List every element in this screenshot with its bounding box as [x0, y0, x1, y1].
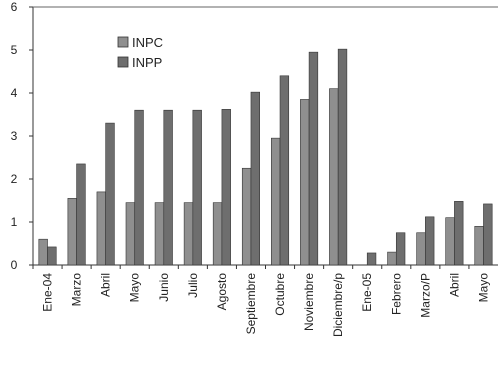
y-tick-label: 3 — [11, 129, 18, 143]
bar-inpp-4 — [163, 109, 173, 266]
bar-inpp-12 — [395, 232, 406, 266]
bar-inpc-6 — [212, 202, 223, 266]
y-tick-label: 6 — [11, 0, 18, 14]
bar-inpc-15 — [474, 226, 484, 266]
x-tick-label: Febrero — [389, 273, 403, 315]
bar-inpc-9 — [300, 99, 310, 266]
bar-inpc-12 — [387, 251, 397, 266]
bar-inpc-7 — [241, 167, 252, 266]
x-tick-label: Diciembre/p — [331, 273, 345, 337]
bar-inpp-13 — [425, 216, 435, 266]
bar-inpp-5 — [192, 109, 202, 266]
x-tick-label: Ene-04 — [41, 273, 55, 312]
x-tick-label: Abril — [99, 273, 113, 297]
bar-inpc-10 — [329, 88, 339, 266]
bar-inpp-15 — [483, 203, 493, 266]
x-tick-label: Septiembre — [244, 273, 258, 335]
bar-inpp-11 — [366, 252, 377, 266]
legend-swatch-inpc — [117, 36, 129, 48]
bar-inpc-0 — [38, 238, 48, 266]
bar-inpc-1 — [67, 198, 77, 266]
bar-inpp-3 — [134, 109, 144, 266]
x-tick-label: Julio — [186, 273, 200, 298]
bar-inpp-9 — [308, 51, 319, 266]
x-tick-label: Octubre — [273, 273, 287, 316]
bar-inpp-8 — [279, 75, 290, 266]
legend-label-inpc: INPC — [132, 35, 163, 50]
bar-inpp-14 — [454, 201, 464, 266]
legend-swatch-inpp — [117, 56, 129, 68]
y-axis-ticks: 0 1 2 3 4 5 6 — [11, 0, 33, 272]
legend: INPC INPP — [117, 35, 163, 70]
x-tick-label: Marzo — [70, 273, 84, 307]
x-tick-label: Noviembre — [302, 273, 316, 331]
x-tick-label: Agosto — [215, 273, 229, 311]
bar-inpc-8 — [271, 137, 281, 266]
bar-inpc-14 — [445, 217, 455, 266]
x-axis-labels: Ene-04 Marzo Abril Mayo Junio Julio Agosto Sept… — [32, 265, 490, 337]
bars-group — [38, 48, 493, 266]
bar-inpp-6 — [221, 109, 231, 266]
bar-inpp-1 — [76, 163, 86, 266]
y-tick-label: 5 — [11, 43, 18, 57]
x-tick-label: Mayo — [128, 273, 142, 303]
bar-inpc-3 — [125, 202, 136, 266]
y-tick-label: 1 — [11, 215, 18, 229]
bar-inpp-2 — [105, 122, 115, 266]
x-tick-label: Marzo/P — [418, 273, 432, 318]
y-tick-label: 4 — [11, 86, 18, 100]
x-tick-label: Mayo — [476, 273, 490, 303]
x-tick-label: Abril — [447, 273, 461, 297]
x-tick-label: Junio — [157, 273, 171, 302]
x-tick-label: Ene-05 — [360, 273, 374, 312]
bar-inpc-13 — [416, 232, 426, 266]
bar-inpc-5 — [183, 202, 194, 266]
y-tick-label: 2 — [11, 172, 18, 186]
bar-inpc-2 — [96, 191, 106, 266]
bar-inpp-10 — [337, 48, 348, 266]
bar-inpp-7 — [250, 91, 260, 266]
y-tick-label: 0 — [11, 258, 18, 272]
bar-inpc-4 — [154, 202, 165, 266]
legend-label-inpp: INPP — [132, 55, 162, 70]
bar-inpp-0 — [47, 246, 57, 266]
